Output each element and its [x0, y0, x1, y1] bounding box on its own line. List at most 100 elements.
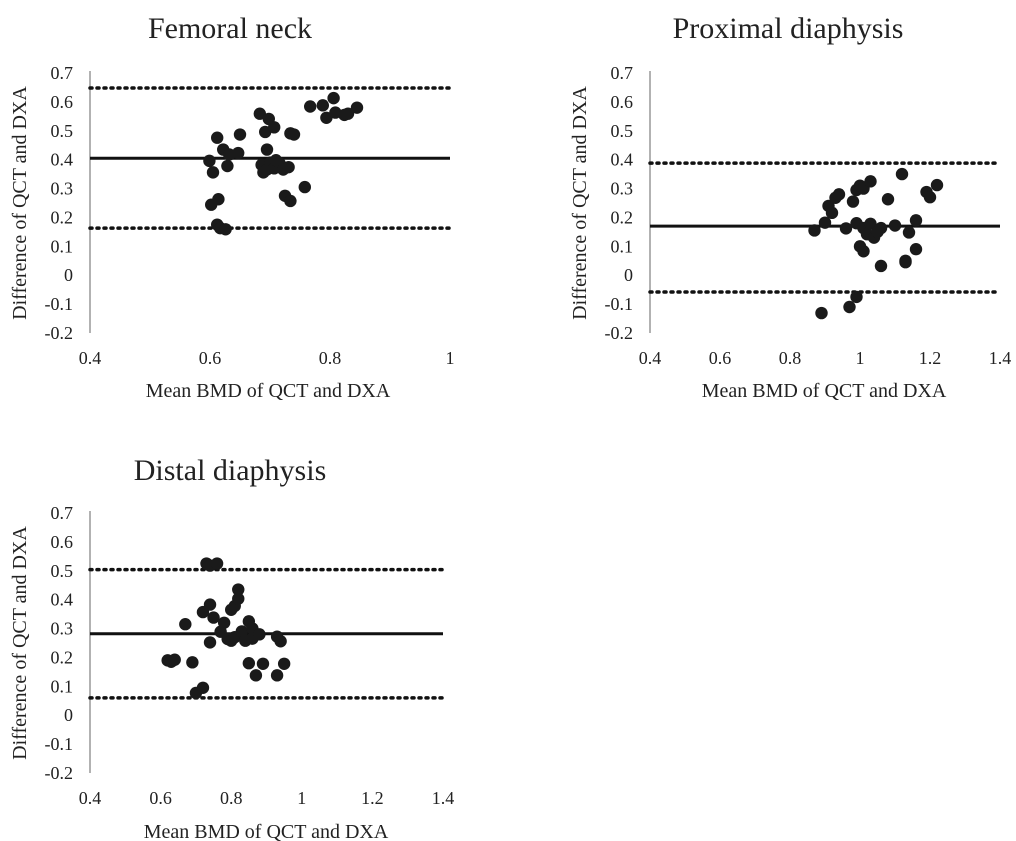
y-tick-label: 0 [64, 705, 73, 725]
data-point [282, 160, 295, 174]
data-point [881, 193, 895, 206]
y-tick-label: 0.7 [51, 503, 74, 523]
data-point [168, 653, 181, 666]
data-point [210, 557, 224, 570]
panel-proximal-diaphysis: Proximal diaphysis 0.7 0.6 0.5 0.4 0.3 0.2 0.1 0… [569, 12, 1011, 402]
data-point [260, 143, 274, 156]
data-point [327, 91, 340, 105]
data-point [909, 214, 923, 227]
y-axis-label: Difference of QCT and DXA [9, 526, 31, 760]
chart-title: Distal diaphysis [134, 454, 327, 487]
y-axis-label: Difference of QCT and DXA [569, 86, 591, 320]
x-axis-label: Mean BMD of QCT and DXA [702, 380, 947, 402]
data-point [232, 583, 245, 596]
y-tick-label: 0.4 [51, 150, 74, 170]
x-tick-label: 1 [446, 348, 455, 368]
y-tick-label: 0.3 [51, 619, 74, 639]
data-point [207, 611, 220, 624]
data-point [206, 166, 220, 179]
data-point [179, 618, 192, 631]
x-axis-label: Mean BMD of QCT and DXA [144, 821, 389, 841]
y-tick-label: 0 [624, 265, 633, 285]
panel-femoral-neck: Femoral neck 0.7 0.6 0.5 0.4 0.3 0.2 0.1 0 -0.1 -0… [9, 12, 455, 402]
data-point [350, 101, 364, 114]
data-point [832, 188, 846, 201]
y-tick-label: 0.3 [51, 179, 74, 199]
data-point [815, 306, 828, 320]
y-tick-label: 0.7 [611, 63, 634, 83]
x-tick-label: 0.6 [709, 348, 732, 368]
x-tick-label: 0.6 [199, 348, 222, 368]
x-tick-label: 1.4 [432, 788, 455, 808]
y-tick-label: 0.6 [51, 92, 74, 112]
data-point [888, 219, 902, 232]
panel-distal-diaphysis: Distal diaphysis 0.7 0.6 0.5 0.4 0.3 0.2 0.1 0 -0… [9, 454, 454, 841]
data-point [864, 217, 877, 230]
y-tick-label: 0.5 [51, 561, 74, 581]
data-point [864, 175, 877, 188]
x-tick-label: 1.2 [919, 348, 942, 368]
data-point [253, 628, 266, 641]
data-point [186, 656, 199, 669]
y-tick-label: -0.2 [45, 323, 74, 343]
x-tick-label: 1 [297, 788, 306, 808]
y-tick-label: 0.7 [51, 63, 74, 83]
y-tick-label: 0.2 [51, 207, 74, 227]
data-point [304, 100, 317, 113]
data-point [274, 635, 287, 648]
data-point [818, 216, 832, 229]
data-point [203, 598, 217, 611]
data-point [298, 180, 311, 194]
y-tick-label: -0.2 [605, 323, 634, 343]
y-tick-label: -0.1 [605, 294, 634, 314]
y-tick-label: 0.6 [611, 92, 634, 112]
y-tick-label: 0.1 [51, 236, 74, 256]
x-tick-label: 0.4 [639, 348, 662, 368]
y-tick-label: 0.2 [611, 207, 634, 227]
x-tick-label: 0.8 [319, 348, 342, 368]
x-tick-label: 0.8 [220, 788, 243, 808]
data-point [203, 154, 216, 168]
y-tick-label: -0.1 [45, 294, 74, 314]
data-point [270, 669, 284, 682]
data-point [846, 195, 860, 208]
data-point [843, 300, 856, 314]
data-point [825, 206, 839, 220]
data-point [284, 194, 297, 208]
data-point [341, 107, 355, 120]
x-tick-label: 1.2 [361, 788, 384, 808]
data-point [857, 245, 870, 258]
y-tick-label: 0.5 [51, 121, 74, 141]
x-tick-label: 0.4 [79, 348, 102, 368]
data-point [909, 243, 923, 256]
y-tick-label: 0.6 [51, 532, 74, 552]
data-point [930, 178, 944, 192]
data-point [233, 128, 247, 141]
y-tick-label: 0.1 [611, 236, 634, 256]
data-point [217, 616, 231, 629]
y-axis-label: Difference of QCT and DXA [9, 86, 31, 320]
data-point [923, 191, 937, 204]
data-point [808, 224, 821, 237]
y-tick-label: -0.2 [45, 763, 74, 783]
data-point [902, 226, 916, 239]
x-axis-label: Mean BMD of QCT and DXA [146, 380, 391, 402]
data-point [874, 259, 888, 273]
data-point [839, 222, 853, 235]
y-tick-label: 0.2 [51, 647, 74, 667]
data-point [232, 592, 245, 605]
x-tick-label: 1.4 [989, 348, 1012, 368]
data-point [253, 107, 266, 120]
y-tick-label: -0.1 [45, 734, 74, 754]
data-point [316, 99, 329, 112]
chart-title: Proximal diaphysis [673, 12, 904, 45]
data-point [219, 223, 232, 236]
data-point [320, 111, 333, 124]
y-tick-label: 0.5 [611, 121, 634, 141]
y-tick-label: 0.4 [51, 590, 74, 610]
data-point [287, 128, 301, 141]
data-point [256, 657, 270, 670]
data-point [268, 121, 281, 134]
data-point [874, 221, 888, 235]
